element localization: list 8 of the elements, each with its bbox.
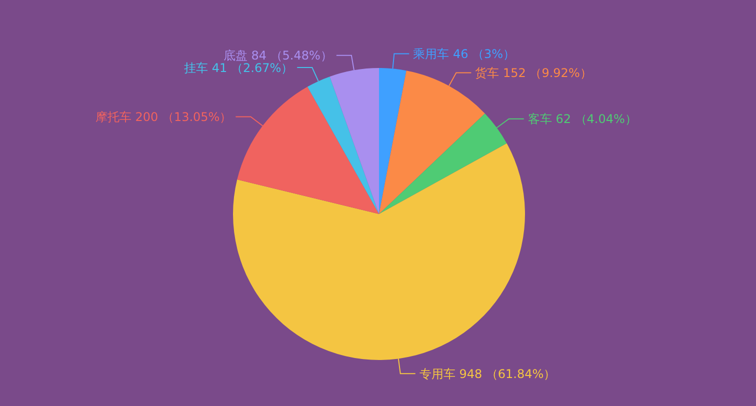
pie-slice bbox=[237, 86, 379, 214]
slice-label: 客车 62 （4.04%） bbox=[528, 112, 637, 126]
slice-label: 底盘 84 （5.48%） bbox=[223, 48, 332, 63]
slice-label: 专用车 948 （61.84%） bbox=[419, 366, 556, 381]
slice-label: 货车 152 （9.92%） bbox=[475, 66, 592, 80]
slice-label: 挂车 41 （2.67%） bbox=[184, 60, 294, 75]
slice-label: 摩托车 200 （13.05%） bbox=[95, 110, 232, 124]
slice-label: 乘用车 46 （3%） bbox=[413, 46, 516, 61]
